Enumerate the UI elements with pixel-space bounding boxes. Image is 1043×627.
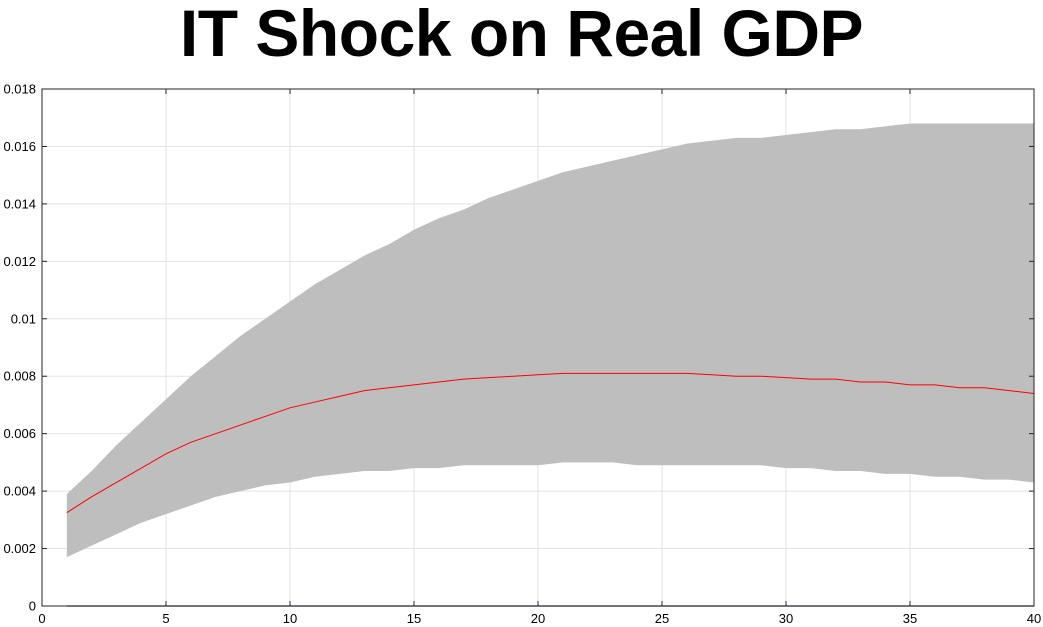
y-tick-label: 0.004 [3, 484, 36, 499]
y-tick-label: 0.01 [11, 311, 36, 326]
median-response-line [66, 372, 1035, 514]
chart-title: IT Shock on Real GDP [179, 0, 864, 70]
y-tick-label: 0.018 [3, 82, 36, 97]
confidence-band-layer [66, 123, 1035, 558]
x-tick-label: 0 [38, 611, 45, 626]
x-tick-label: 15 [407, 611, 421, 626]
tick-labels: 0 5 10 15 20 25 30 35 40 0 0.002 0.004 0.006 0.008 0.0… [3, 82, 1041, 627]
x-tick-label: 30 [779, 611, 793, 626]
x-tick-label: 25 [655, 611, 669, 626]
y-tick-label: 0.006 [3, 426, 36, 441]
y-tick-label: 0.014 [3, 196, 36, 211]
x-tick-label: 5 [162, 611, 169, 626]
x-tick-label: 40 [1027, 611, 1041, 626]
y-tick-label: 0 [29, 599, 36, 614]
y-tick-label: 0.016 [3, 139, 36, 154]
x-tick-label: 20 [531, 611, 545, 626]
axes [41, 88, 1035, 607]
y-tick-label: 0.002 [3, 541, 36, 556]
x-tick-label: 10 [283, 611, 297, 626]
y-tick-label: 0.008 [3, 369, 36, 384]
confidence-band [66, 123, 1035, 558]
y-tick-label: 0.012 [3, 254, 36, 269]
x-tick-label: 35 [903, 611, 917, 626]
